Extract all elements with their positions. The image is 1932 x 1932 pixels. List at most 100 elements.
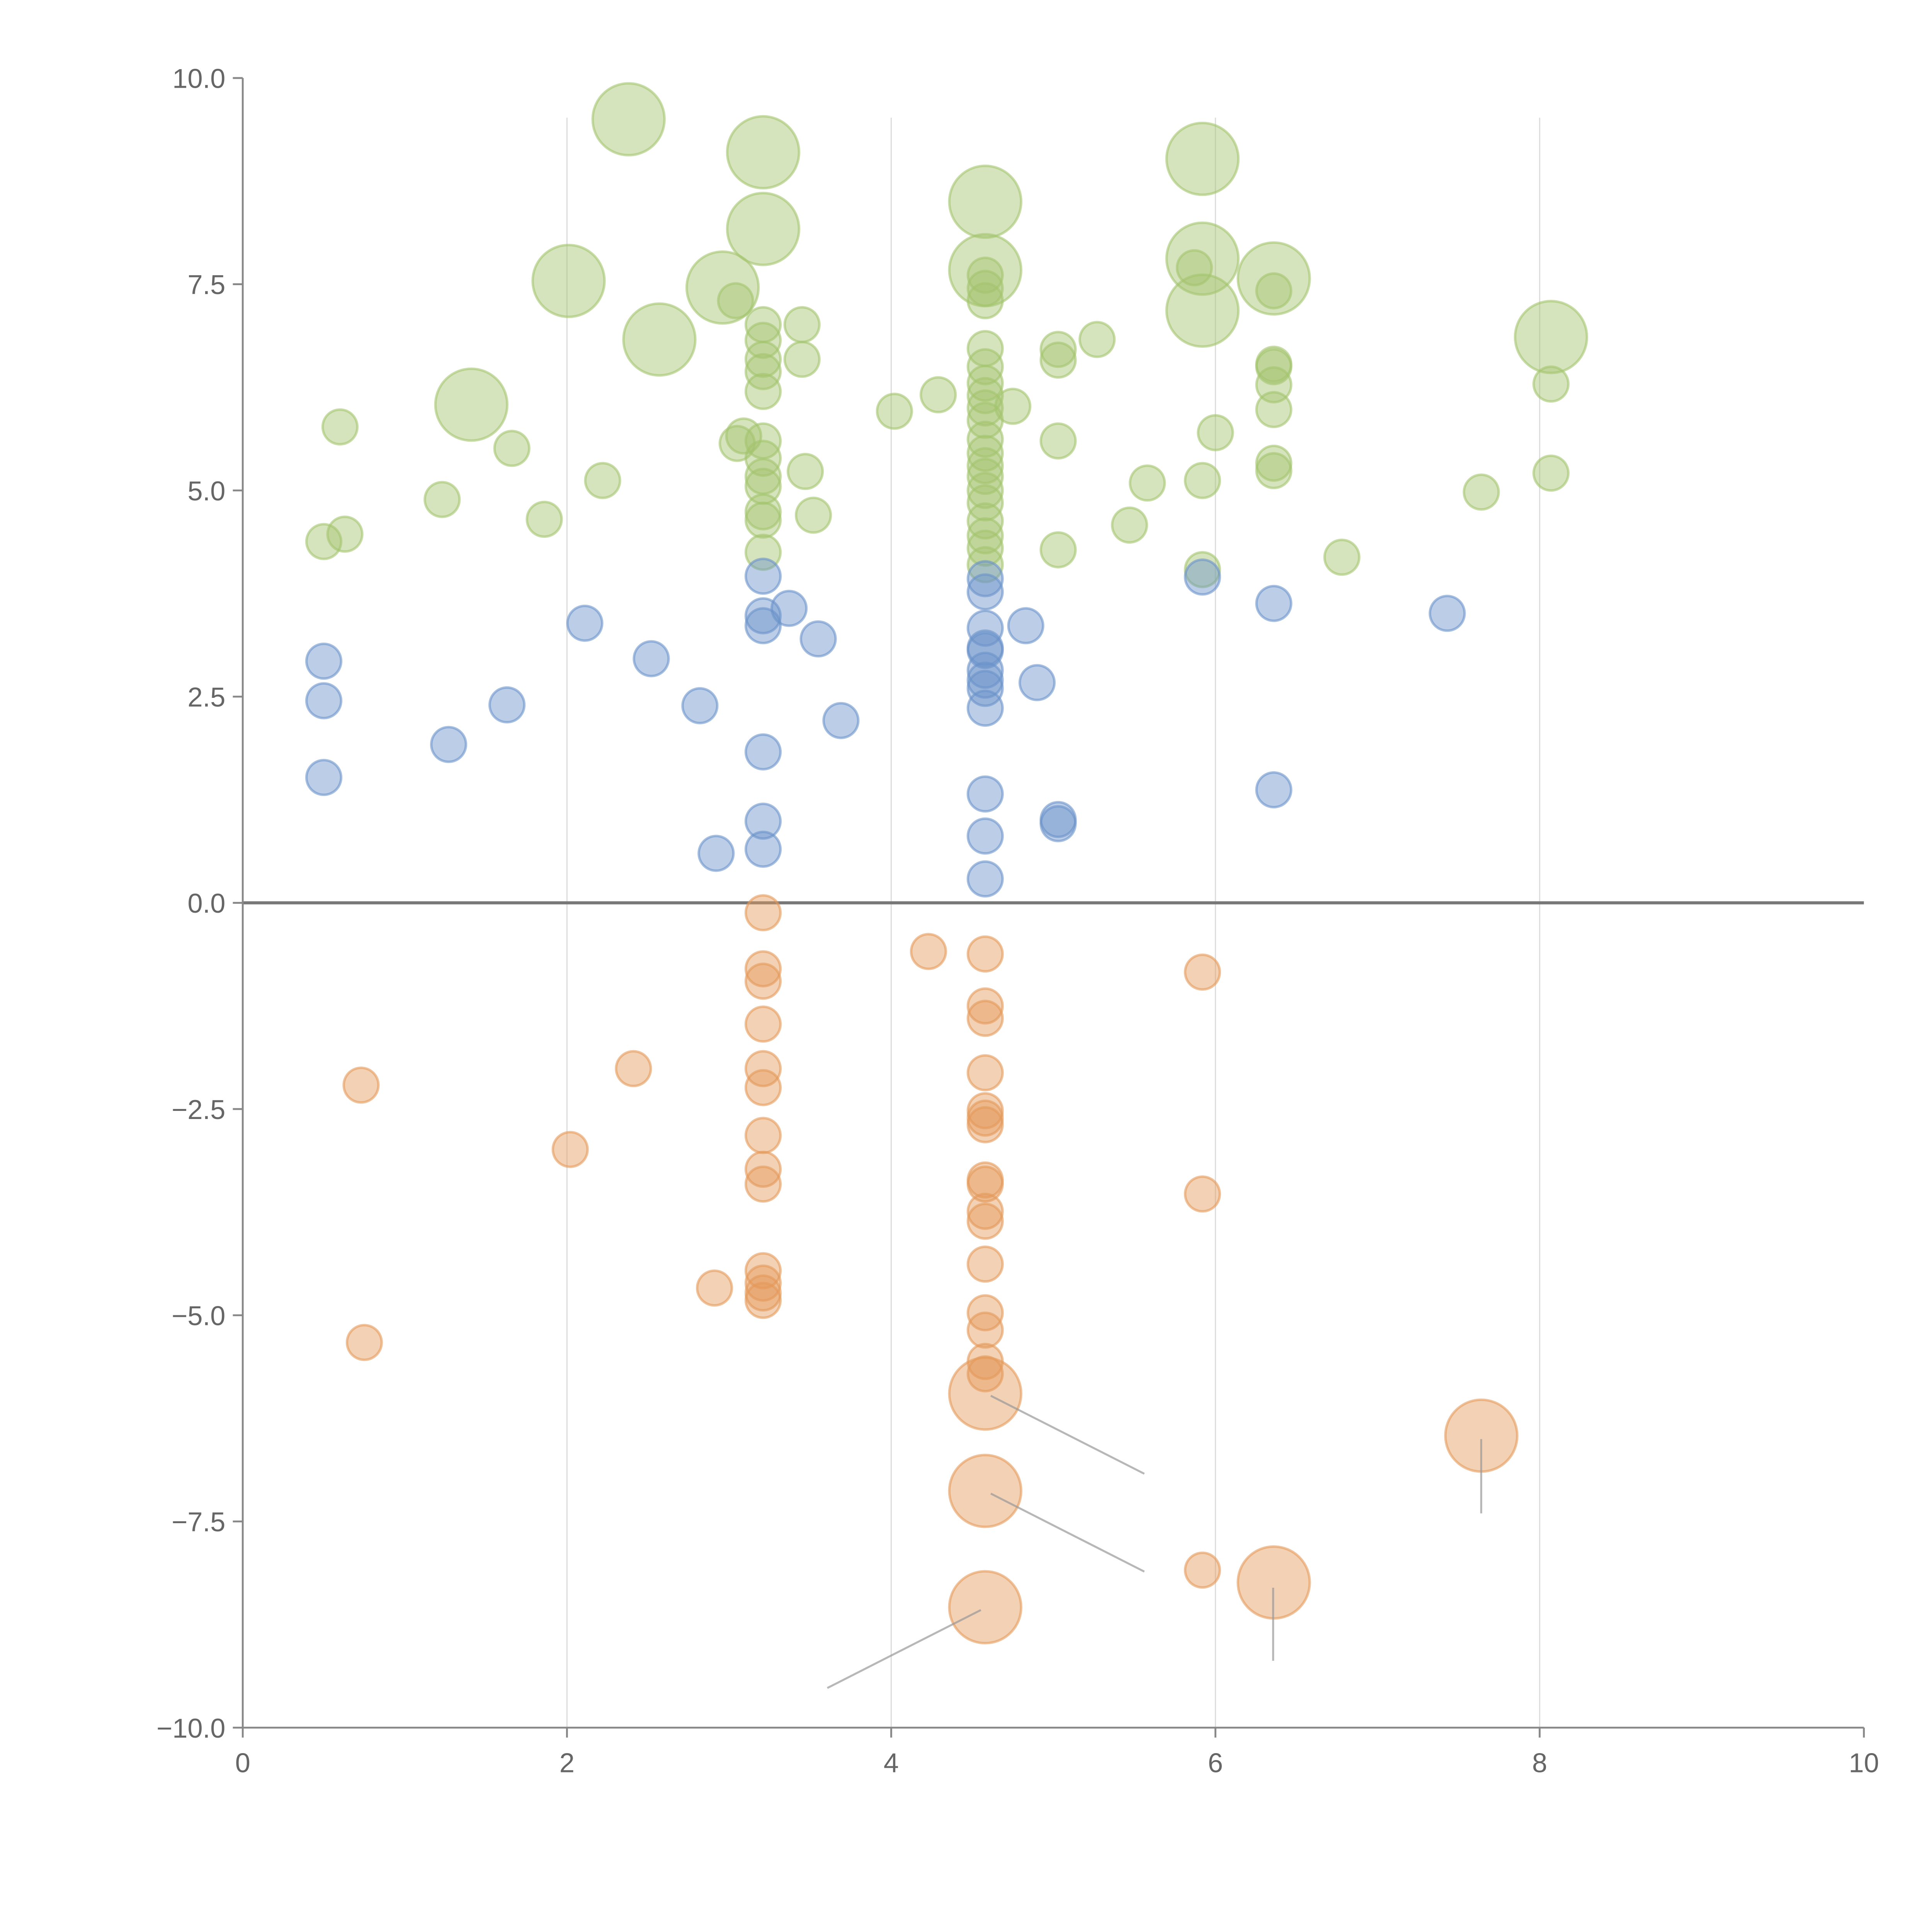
data-point — [1255, 391, 1293, 429]
data-point — [948, 233, 1022, 308]
data-point — [794, 497, 832, 534]
data-point — [744, 733, 782, 770]
y-tick-label: 5.0 — [187, 476, 225, 506]
data-point — [744, 1050, 782, 1087]
data-point — [966, 1054, 1004, 1092]
data-point — [1255, 585, 1293, 622]
data-point — [966, 1245, 1004, 1283]
y-tick-label: 0.0 — [187, 888, 225, 918]
data-point — [948, 1454, 1022, 1528]
data-point — [966, 670, 1004, 707]
data-point — [744, 1252, 782, 1289]
data-point — [321, 408, 359, 446]
data-point — [1165, 273, 1240, 348]
data-point — [697, 835, 735, 872]
data-point — [1007, 607, 1044, 645]
data-point — [726, 192, 801, 266]
leader-line — [990, 1493, 1145, 1573]
data-point — [822, 702, 860, 739]
data-point — [744, 1282, 782, 1319]
data-point — [744, 321, 782, 359]
data-point — [744, 950, 782, 988]
data-point — [966, 573, 1004, 611]
x-tick-label: 6 — [1208, 1748, 1223, 1778]
data-point — [744, 830, 782, 868]
data-point — [966, 987, 1004, 1025]
data-point — [615, 1050, 652, 1087]
data-point — [744, 558, 782, 595]
data-point — [744, 353, 782, 390]
data-point — [744, 372, 782, 410]
data-point — [910, 933, 947, 970]
data-point — [966, 662, 1004, 699]
data-point — [966, 560, 1004, 597]
y-tick-label: −5.0 — [172, 1300, 225, 1331]
data-point — [966, 775, 1004, 813]
data-point — [1175, 249, 1213, 286]
data-point — [966, 860, 1004, 898]
data-point — [966, 1192, 1004, 1230]
data-point — [1255, 272, 1293, 310]
data-point — [744, 894, 782, 932]
data-point — [717, 282, 754, 320]
series-blue — [305, 558, 1466, 898]
data-point — [1018, 664, 1056, 701]
x-tick-label: 4 — [884, 1748, 899, 1778]
y-tick-label: −10.0 — [156, 1713, 225, 1743]
data-point — [1463, 473, 1500, 511]
data-point — [1039, 331, 1077, 368]
data-point — [770, 590, 808, 627]
data-point — [966, 817, 1004, 855]
data-point — [1532, 454, 1570, 492]
data-point — [1255, 771, 1293, 809]
x-tick-label: 0 — [235, 1748, 250, 1778]
data-point — [966, 389, 1004, 427]
data-point — [966, 1000, 1004, 1037]
data-point — [345, 1324, 383, 1361]
data-point — [744, 607, 782, 645]
data-point — [305, 682, 343, 719]
data-point — [744, 340, 782, 378]
data-point — [966, 517, 1004, 554]
data-point — [783, 340, 821, 378]
data-point — [966, 1202, 1004, 1240]
data-point — [966, 257, 1004, 294]
data-point — [633, 640, 670, 677]
data-point — [681, 687, 719, 724]
data-point — [786, 453, 824, 490]
data-point — [744, 502, 782, 539]
y-tick-label: −2.5 — [172, 1094, 225, 1125]
data-point — [966, 632, 1004, 669]
data-point — [966, 420, 1004, 458]
data-point — [591, 82, 666, 156]
data-point — [1111, 506, 1148, 544]
data-point — [1236, 241, 1311, 316]
data-point — [566, 604, 604, 642]
series-orange — [342, 894, 1519, 1645]
data-point — [948, 164, 1022, 239]
data-point — [1078, 321, 1116, 358]
data-point — [966, 689, 1004, 727]
data-point — [1165, 221, 1240, 296]
annotation-leader-lines — [827, 1395, 1482, 1689]
data-point — [1323, 539, 1361, 576]
data-point — [305, 759, 343, 796]
data-point — [966, 935, 1004, 973]
data-point — [1184, 1175, 1221, 1213]
data-point — [744, 1005, 782, 1043]
x-tick-label: 2 — [560, 1748, 575, 1778]
data-point — [1039, 805, 1077, 842]
data-point — [966, 546, 1004, 583]
data-point — [920, 376, 957, 413]
data-point — [584, 462, 621, 499]
data-point — [966, 502, 1004, 540]
data-point — [726, 115, 801, 190]
data-point — [1429, 595, 1466, 632]
data-point — [876, 393, 913, 430]
data-point — [744, 1150, 782, 1188]
x-tick-label: 8 — [1532, 1748, 1547, 1778]
data-point — [1184, 1551, 1221, 1589]
y-tick-label: −7.5 — [172, 1507, 225, 1537]
data-point — [948, 1356, 1022, 1431]
